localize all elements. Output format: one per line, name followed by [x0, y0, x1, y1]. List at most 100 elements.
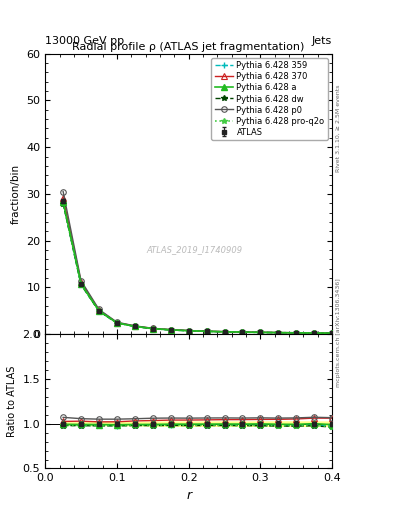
- Pythia 6.428 p0: [240, 329, 245, 335]
- Pythia 6.428 a: [168, 327, 173, 333]
- Pythia 6.428 dw: [115, 320, 119, 326]
- Pythia 6.428 370: [168, 327, 173, 333]
- Pythia 6.428 pro-q2o: [132, 324, 137, 330]
- Pythia 6.428 359: [79, 282, 83, 288]
- Pythia 6.428 dw: [258, 329, 263, 335]
- Pythia 6.428 370: [97, 307, 101, 313]
- Pythia 6.428 dw: [204, 328, 209, 334]
- Pythia 6.428 359: [168, 327, 173, 333]
- Pythia 6.428 dw: [276, 330, 281, 336]
- Pythia 6.428 dw: [132, 324, 137, 330]
- Pythia 6.428 p0: [294, 330, 299, 336]
- Pythia 6.428 359: [204, 328, 209, 334]
- Pythia 6.428 pro-q2o: [276, 330, 281, 336]
- Y-axis label: fraction/bin: fraction/bin: [11, 164, 21, 224]
- Pythia 6.428 a: [222, 329, 227, 335]
- Pythia 6.428 370: [204, 328, 209, 334]
- Pythia 6.428 dw: [151, 326, 155, 332]
- Text: ATLAS_2019_I1740909: ATLAS_2019_I1740909: [146, 245, 242, 254]
- Pythia 6.428 p0: [186, 328, 191, 334]
- Pythia 6.428 370: [330, 330, 334, 336]
- Title: Radial profile ρ (ATLAS jet fragmentation): Radial profile ρ (ATLAS jet fragmentatio…: [72, 41, 305, 52]
- Pythia 6.428 p0: [151, 325, 155, 331]
- Line: Pythia 6.428 p0: Pythia 6.428 p0: [61, 189, 335, 336]
- Pythia 6.428 a: [240, 329, 245, 335]
- Text: mcplots.cern.ch [arXiv:1306.3436]: mcplots.cern.ch [arXiv:1306.3436]: [336, 279, 341, 387]
- Pythia 6.428 p0: [115, 319, 119, 325]
- Pythia 6.428 pro-q2o: [97, 308, 101, 314]
- Pythia 6.428 dw: [97, 308, 101, 314]
- Pythia 6.428 370: [222, 329, 227, 335]
- Pythia 6.428 359: [258, 329, 263, 335]
- Pythia 6.428 359: [312, 330, 316, 336]
- Pythia 6.428 p0: [204, 328, 209, 334]
- Pythia 6.428 a: [312, 330, 316, 336]
- Pythia 6.428 370: [151, 325, 155, 331]
- Pythia 6.428 a: [132, 323, 137, 329]
- Pythia 6.428 dw: [240, 329, 245, 335]
- Pythia 6.428 370: [61, 195, 66, 201]
- Pythia 6.428 dw: [61, 201, 66, 207]
- Pythia 6.428 359: [61, 200, 66, 206]
- Pythia 6.428 p0: [132, 323, 137, 329]
- Pythia 6.428 a: [79, 281, 83, 287]
- Pythia 6.428 a: [294, 330, 299, 336]
- Pythia 6.428 pro-q2o: [294, 330, 299, 336]
- Pythia 6.428 p0: [276, 329, 281, 335]
- X-axis label: r: r: [186, 489, 191, 502]
- Pythia 6.428 pro-q2o: [186, 328, 191, 334]
- Pythia 6.428 370: [276, 330, 281, 336]
- Pythia 6.428 dw: [79, 282, 83, 288]
- Pythia 6.428 a: [186, 328, 191, 334]
- Pythia 6.428 a: [258, 329, 263, 335]
- Pythia 6.428 359: [294, 330, 299, 336]
- Pythia 6.428 359: [276, 330, 281, 336]
- Pythia 6.428 359: [132, 324, 137, 330]
- Pythia 6.428 370: [240, 329, 245, 335]
- Pythia 6.428 dw: [168, 327, 173, 333]
- Line: Pythia 6.428 370: Pythia 6.428 370: [61, 195, 335, 336]
- Pythia 6.428 a: [61, 199, 66, 205]
- Pythia 6.428 p0: [258, 329, 263, 335]
- Text: Jets: Jets: [312, 36, 332, 46]
- Pythia 6.428 a: [204, 328, 209, 334]
- Pythia 6.428 359: [186, 328, 191, 334]
- Pythia 6.428 359: [222, 329, 227, 335]
- Pythia 6.428 pro-q2o: [240, 329, 245, 335]
- Pythia 6.428 pro-q2o: [258, 329, 263, 335]
- Text: 13000 GeV pp: 13000 GeV pp: [45, 36, 124, 46]
- Line: Pythia 6.428 a: Pythia 6.428 a: [61, 199, 335, 336]
- Pythia 6.428 dw: [330, 330, 334, 336]
- Pythia 6.428 pro-q2o: [61, 200, 66, 206]
- Pythia 6.428 dw: [294, 330, 299, 336]
- Pythia 6.428 dw: [222, 329, 227, 335]
- Pythia 6.428 p0: [97, 306, 101, 312]
- Pythia 6.428 a: [276, 330, 281, 336]
- Pythia 6.428 370: [115, 319, 119, 326]
- Pythia 6.428 359: [240, 329, 245, 335]
- Pythia 6.428 p0: [312, 330, 316, 336]
- Pythia 6.428 370: [258, 329, 263, 335]
- Line: Pythia 6.428 dw: Pythia 6.428 dw: [61, 201, 335, 336]
- Pythia 6.428 pro-q2o: [168, 327, 173, 333]
- Pythia 6.428 a: [330, 330, 334, 336]
- Pythia 6.428 359: [330, 330, 334, 336]
- Pythia 6.428 a: [115, 320, 119, 326]
- Pythia 6.428 370: [79, 279, 83, 285]
- Pythia 6.428 pro-q2o: [79, 282, 83, 288]
- Pythia 6.428 370: [186, 328, 191, 334]
- Pythia 6.428 pro-q2o: [151, 326, 155, 332]
- Pythia 6.428 370: [294, 330, 299, 336]
- Pythia 6.428 a: [97, 308, 101, 314]
- Pythia 6.428 359: [97, 308, 101, 314]
- Pythia 6.428 p0: [79, 278, 83, 284]
- Line: Pythia 6.428 359: Pythia 6.428 359: [61, 200, 335, 336]
- Line: Pythia 6.428 pro-q2o: Pythia 6.428 pro-q2o: [61, 200, 335, 336]
- Pythia 6.428 pro-q2o: [204, 328, 209, 334]
- Text: Rivet 3.1.10, ≥ 2.5M events: Rivet 3.1.10, ≥ 2.5M events: [336, 84, 341, 172]
- Y-axis label: Ratio to ATLAS: Ratio to ATLAS: [7, 366, 17, 437]
- Pythia 6.428 359: [115, 320, 119, 326]
- Pythia 6.428 dw: [312, 330, 316, 336]
- Pythia 6.428 pro-q2o: [222, 329, 227, 335]
- Pythia 6.428 p0: [330, 330, 334, 336]
